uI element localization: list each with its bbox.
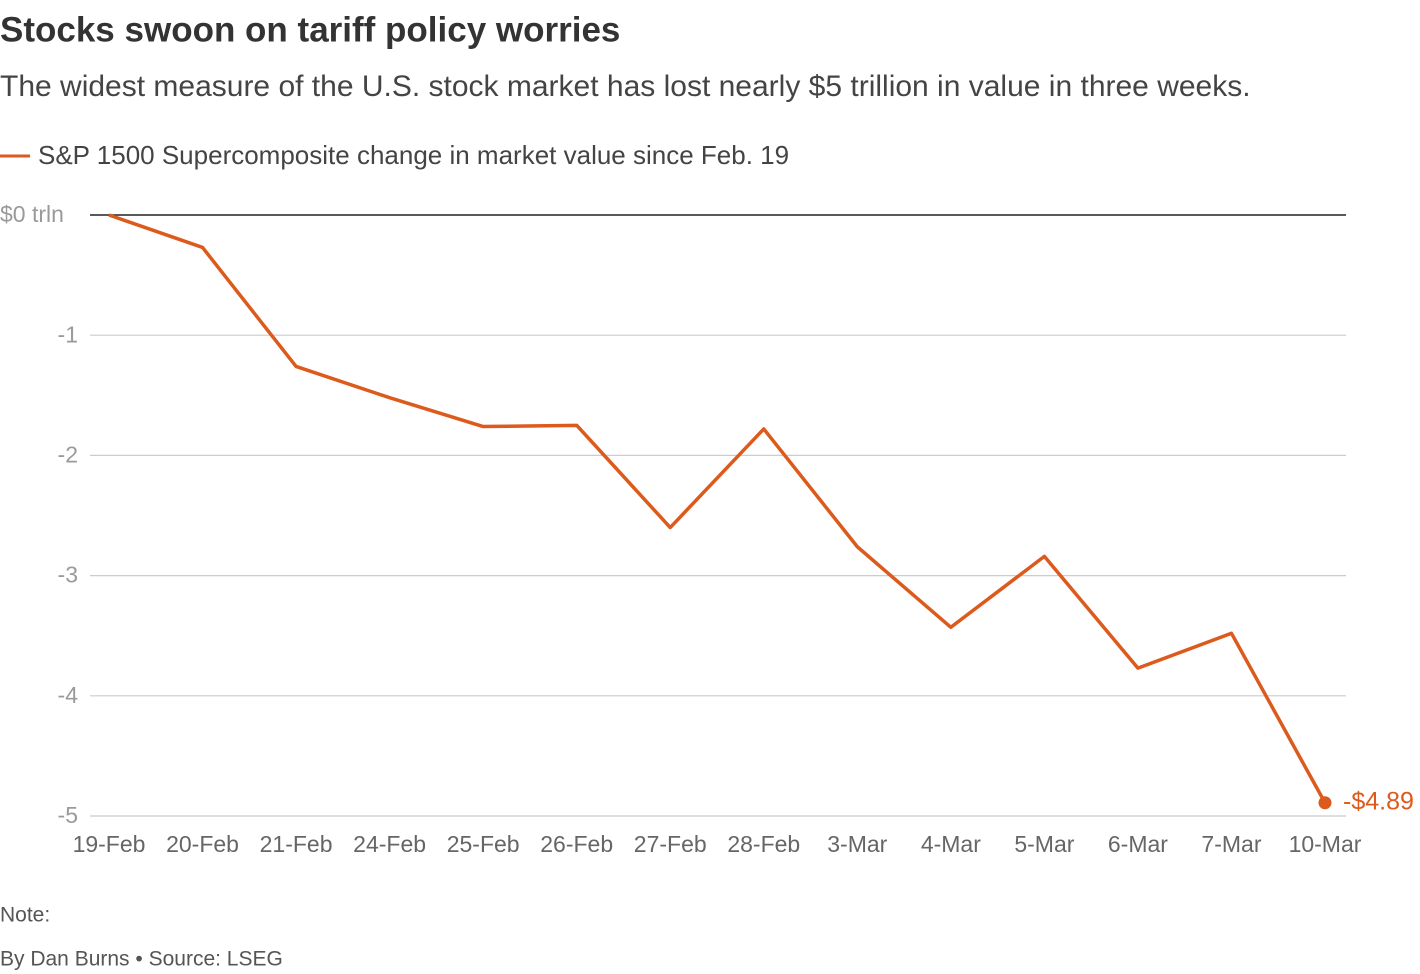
x-tick-label: 20-Feb <box>166 831 239 857</box>
note: Note: <box>0 904 50 927</box>
x-tick-label: 28-Feb <box>727 831 800 857</box>
x-tick-label: 6-Mar <box>1108 831 1168 857</box>
x-tick-label: 7-Mar <box>1201 831 1261 857</box>
x-tick-label: 10-Mar <box>1289 831 1362 857</box>
x-tick-label: 3-Mar <box>827 831 887 857</box>
x-tick-label: 21-Feb <box>260 831 333 857</box>
end-point <box>1318 796 1332 810</box>
y-tick-label: -5 <box>58 802 78 828</box>
chart-title: Stocks swoon on tariff policy worries <box>0 10 620 49</box>
line <box>108 213 1327 804</box>
x-tick-label: 26-Feb <box>540 831 613 857</box>
y-tick-label: -4 <box>58 682 79 708</box>
x-tick-label: 19-Feb <box>73 831 146 857</box>
x-tick-label: 4-Mar <box>921 831 981 857</box>
y-tick-label: -3 <box>58 562 78 588</box>
source: By Dan Burns • Source: LSEG <box>0 948 283 971</box>
y-tick-label: -2 <box>58 441 78 467</box>
x-tick-label: 5-Mar <box>1014 831 1074 857</box>
value-label: -$4.89 <box>1343 787 1414 815</box>
x-tick-label: 24-Feb <box>353 831 426 857</box>
legend-label: S&P 1500 Supercomposite change in market… <box>38 140 789 170</box>
x-tick-label: 25-Feb <box>447 831 520 857</box>
y-tick-label: -1 <box>58 321 78 347</box>
y-tick-label: $0 trln <box>0 201 64 227</box>
chart-subtitle: The widest measure of the U.S. stock mar… <box>0 70 1251 103</box>
x-tick-label: 27-Feb <box>634 831 707 857</box>
